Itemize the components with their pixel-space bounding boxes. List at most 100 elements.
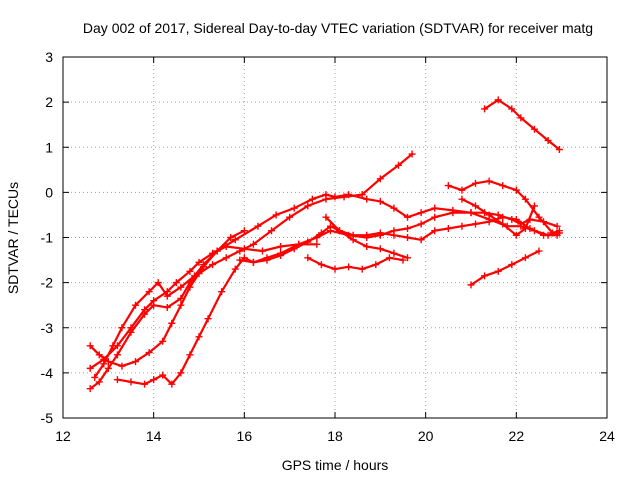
data-point <box>308 195 316 203</box>
data-point <box>485 211 493 219</box>
data-point <box>109 342 117 350</box>
data-point <box>376 175 384 183</box>
data-point <box>186 283 194 291</box>
data-point <box>213 247 221 255</box>
data-point <box>240 245 248 253</box>
data-point <box>394 161 402 169</box>
data-point <box>512 231 520 239</box>
data-point <box>481 272 489 280</box>
data-point <box>222 254 230 262</box>
data-point <box>132 301 140 309</box>
data-point <box>326 227 334 235</box>
data-point <box>132 358 140 366</box>
series-line <box>89 193 561 368</box>
data-point <box>104 364 112 372</box>
y-tick-label: -4 <box>41 365 54 381</box>
data-point <box>295 240 303 248</box>
y-tick-label: -5 <box>41 410 54 426</box>
data-point <box>118 362 126 370</box>
data-point <box>508 105 516 113</box>
data-point <box>404 213 412 221</box>
data-point <box>141 306 149 314</box>
data-point <box>408 150 416 158</box>
data-point <box>363 234 371 241</box>
data-point <box>249 258 257 266</box>
data-point <box>385 254 393 262</box>
data-point <box>200 263 208 271</box>
data-point <box>209 261 217 269</box>
data-point <box>404 254 412 262</box>
x-tick-label: 16 <box>237 428 253 444</box>
chart-title: Day 002 of 2017, Sidereal Day-to-day VTE… <box>83 20 593 36</box>
data-point <box>322 191 330 199</box>
data-point <box>177 283 185 291</box>
data-point <box>508 261 516 269</box>
data-point <box>150 376 158 384</box>
data-point <box>159 337 167 345</box>
data-point <box>467 281 475 289</box>
series-s7 <box>304 254 407 273</box>
x-tick-label: 24 <box>599 428 615 444</box>
x-tick-label: 12 <box>55 428 71 444</box>
data-point <box>494 267 502 275</box>
data-point <box>254 222 262 230</box>
data-point <box>172 279 180 287</box>
data-point <box>258 247 266 255</box>
data-point <box>290 204 298 212</box>
data-point <box>544 136 552 144</box>
data-point <box>141 380 149 388</box>
series-line <box>447 180 561 235</box>
series-s10 <box>458 195 538 239</box>
data-point <box>322 213 330 221</box>
data-point <box>431 227 439 235</box>
data-point <box>467 209 475 217</box>
data-point <box>521 224 529 232</box>
data-point <box>86 342 94 350</box>
data-point <box>186 267 194 275</box>
data-point <box>535 213 543 221</box>
data-point <box>508 215 516 223</box>
y-tick-label: -3 <box>41 320 54 336</box>
y-axis-label: SDTVAR / TECUs <box>5 182 21 294</box>
data-point <box>521 254 529 262</box>
data-point <box>277 249 285 257</box>
plot-frame <box>62 56 608 419</box>
data-point <box>272 211 280 219</box>
data-point <box>195 333 203 341</box>
series-s12 <box>481 96 563 154</box>
data-point <box>145 288 153 296</box>
data-point <box>345 191 353 199</box>
x-tick-label: 14 <box>146 428 162 444</box>
data-point <box>555 146 563 154</box>
series-s9 <box>444 177 563 237</box>
data-point <box>494 96 502 104</box>
data-point <box>472 220 480 228</box>
data-point <box>145 349 153 357</box>
data-point <box>472 202 480 210</box>
data-point <box>231 236 239 244</box>
data-point <box>458 222 466 230</box>
data-point <box>540 231 548 239</box>
data-point <box>331 265 339 273</box>
x-axis-label: GPS time / hours <box>282 457 389 473</box>
data-point <box>417 220 425 228</box>
data-point <box>485 218 493 226</box>
data-point <box>530 125 538 133</box>
grid <box>63 57 607 418</box>
series-s11 <box>467 247 543 289</box>
data-point <box>127 378 135 386</box>
data-point <box>86 364 94 372</box>
data-point <box>127 324 135 332</box>
y-tick-label: 1 <box>45 139 53 155</box>
data-point <box>104 358 112 366</box>
series-line <box>89 152 414 390</box>
data-point <box>390 227 398 235</box>
series-s2 <box>86 240 321 372</box>
y-tick-label: 0 <box>45 184 53 200</box>
data-point <box>417 236 425 244</box>
data-point <box>168 380 176 388</box>
series-s8 <box>322 213 412 262</box>
data-point <box>331 193 339 201</box>
data-point <box>277 243 285 251</box>
data-point <box>95 351 103 359</box>
